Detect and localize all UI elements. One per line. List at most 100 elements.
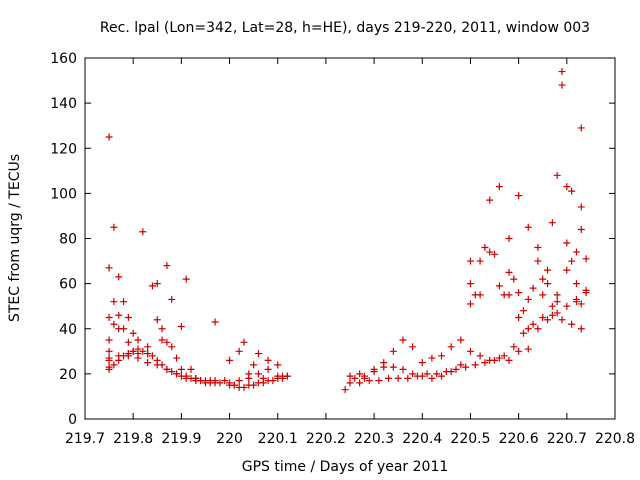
data-point: [476, 257, 484, 265]
data-point: [582, 255, 590, 263]
data-point: [471, 361, 479, 369]
data-point: [163, 365, 171, 373]
data-point: [110, 320, 118, 328]
data-point: [524, 325, 532, 333]
data-point: [524, 295, 532, 303]
data-point: [505, 356, 513, 364]
data-point: [558, 316, 566, 324]
data-point: [452, 365, 460, 373]
data-point: [563, 302, 571, 310]
data-point: [279, 374, 287, 382]
data-point: [582, 289, 590, 297]
data-point: [409, 370, 417, 378]
y-tick-label: 120: [50, 141, 77, 157]
x-tick-label: 220.8: [595, 431, 635, 447]
data-point: [168, 295, 176, 303]
data-point: [394, 374, 402, 382]
data-point: [418, 359, 426, 367]
data-point: [259, 379, 267, 387]
data-point: [235, 347, 243, 355]
data-point: [577, 225, 585, 233]
data-point: [433, 370, 441, 378]
data-point: [148, 282, 156, 290]
data-point: [380, 363, 388, 371]
data-point: [370, 368, 378, 376]
data-point: [173, 370, 181, 378]
data-point: [105, 264, 113, 272]
data-point: [187, 365, 195, 373]
data-point: [548, 302, 556, 310]
x-tick-label: 219.9: [161, 431, 201, 447]
data-point: [577, 300, 585, 308]
data-point: [539, 275, 547, 283]
data-point: [221, 377, 229, 385]
data-point: [466, 300, 474, 308]
data-point: [563, 183, 571, 191]
data-point: [428, 354, 436, 362]
data-point: [524, 345, 532, 353]
data-points: [105, 68, 590, 394]
data-point: [447, 343, 455, 351]
data-point: [481, 244, 489, 252]
data-point: [120, 325, 128, 333]
y-tick-label: 60: [59, 277, 77, 293]
data-point: [240, 383, 248, 391]
data-point: [153, 316, 161, 324]
data-point: [115, 273, 123, 281]
data-point: [486, 196, 494, 204]
data-point: [173, 354, 181, 362]
data-point: [283, 372, 291, 380]
data-point: [558, 68, 566, 76]
data-point: [544, 316, 552, 324]
x-tick-label: 219.7: [65, 431, 105, 447]
data-point: [254, 350, 262, 358]
data-point: [124, 338, 132, 346]
data-point: [495, 354, 503, 362]
data-point: [120, 298, 128, 306]
x-tick-label: 219.8: [113, 431, 153, 447]
data-point: [423, 370, 431, 378]
data-point: [462, 363, 470, 371]
data-point: [139, 347, 147, 355]
x-tick-label: 220: [216, 431, 243, 447]
data-point: [577, 325, 585, 333]
data-point: [168, 343, 176, 351]
data-point: [510, 275, 518, 283]
data-point: [110, 298, 118, 306]
data-point: [110, 361, 118, 369]
plot-frame: [84, 57, 616, 420]
y-tick-label: 80: [59, 232, 77, 248]
data-point: [577, 203, 585, 211]
data-point: [182, 275, 190, 283]
y-axis-label: STEC from uqrg / TECUs: [7, 154, 23, 322]
data-point: [568, 187, 576, 195]
data-point: [254, 370, 262, 378]
data-point: [505, 235, 513, 242]
data-point: [230, 381, 238, 389]
data-point: [404, 374, 412, 382]
data-point: [519, 329, 527, 337]
data-point: [563, 266, 571, 274]
data-point: [360, 372, 368, 380]
data-point: [438, 352, 446, 360]
data-point: [124, 350, 132, 358]
data-point: [144, 343, 152, 351]
data-point: [226, 379, 234, 387]
y-tick-label: 40: [59, 322, 77, 338]
data-point: [250, 381, 258, 389]
data-point: [211, 318, 219, 326]
data-point: [389, 347, 397, 355]
data-point: [144, 359, 152, 367]
data-point: [505, 268, 513, 276]
data-point: [105, 365, 113, 373]
data-point: [539, 291, 547, 299]
data-point: [105, 313, 113, 321]
data-point: [115, 352, 123, 360]
data-point: [153, 361, 161, 369]
x-axis-label: GPS time / Days of year 2011: [242, 459, 449, 475]
y-tick-label: 140: [50, 96, 77, 112]
data-point: [568, 257, 576, 265]
data-point: [553, 171, 561, 179]
data-point: [568, 320, 576, 328]
x-tick-label: 220.7: [547, 431, 587, 447]
